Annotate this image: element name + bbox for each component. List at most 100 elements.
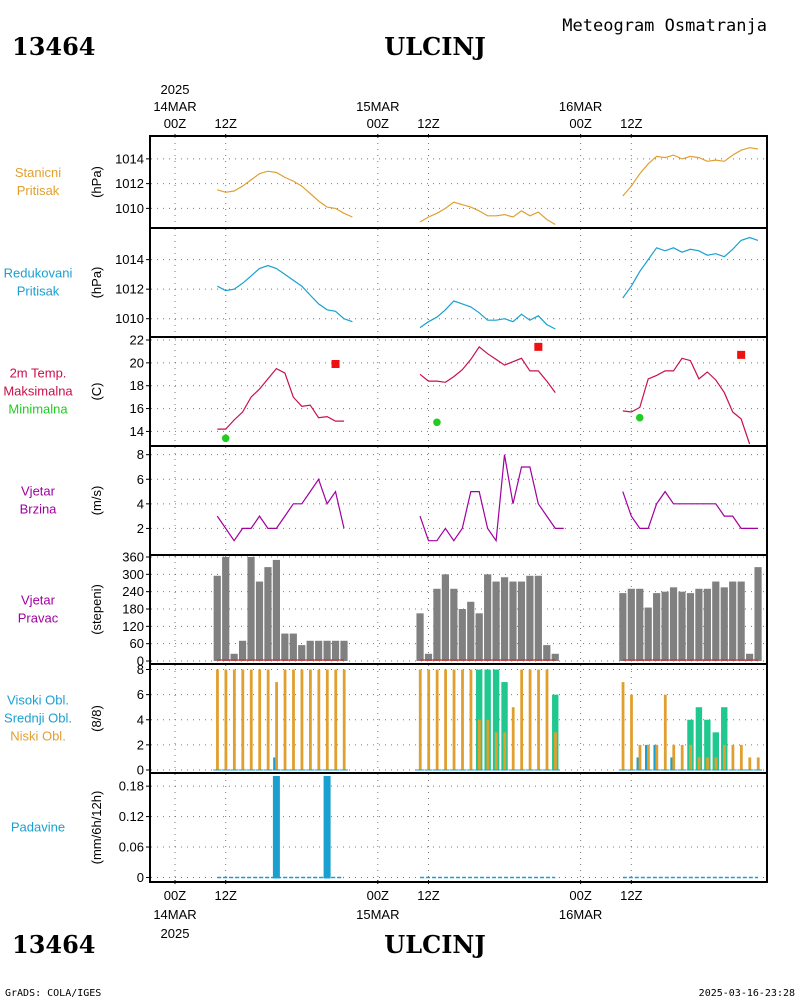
time-tick-bottom: 12Z [214,888,236,903]
cloud-low-bar [283,669,287,770]
cloud-low-bar [266,669,270,770]
y-tick-label: 2 [137,521,144,536]
cloud-low-bar [232,669,236,770]
day-label-top: 14MAR [153,99,196,114]
cloud-mid-bar [695,707,703,770]
panel-label: Srednji Obl. [4,711,72,726]
cloud-low-bar [697,757,701,770]
series-line [216,477,345,542]
series-line [419,346,556,393]
wind-direction-bar [669,587,678,661]
footer-credit: GrADS: COLA/IGES [5,988,101,999]
cloud-low-bar [511,707,515,770]
wind-direction-bar [433,588,441,661]
tmax-marker [737,350,746,359]
cloud-mid-bar [704,719,711,770]
cloud-low-bar [427,669,431,770]
time-tick-top: 00Z [164,116,186,131]
wind-direction-bar [315,640,323,661]
cloud-low-bar [309,669,312,770]
cloud-low-bar [663,694,667,770]
y-axis-unit: (8/8) [89,705,104,732]
day-label-bottom: 15MAR [356,907,399,922]
y-axis-unit: (stepeni) [89,584,104,635]
wind-direction-bar [475,613,483,661]
wind-direction-bar [695,588,703,661]
y-tick-label: 8 [137,447,144,462]
wind-direction-bar [636,588,644,661]
year-label-bottom: 2025 [161,926,190,941]
y-tick-label: 6 [137,472,144,487]
cloud-low-bar [756,757,760,770]
cloud-mid-bar [501,682,508,770]
cloud-low-bar [706,757,709,770]
tmin-marker [221,434,230,443]
cloud-low-bar [275,682,278,770]
wind-direction-bar [644,607,652,661]
y-axis-unit: (mm/6h/12h) [89,791,104,865]
wind-direction-bar [500,577,509,661]
y-tick-label: 0.06 [119,840,144,855]
time-tick-top: 12Z [417,116,439,131]
cloud-low-bar [503,732,507,770]
series-line [419,300,556,330]
y-tick-label: 120 [122,619,144,634]
series-line [622,147,759,197]
panel-label: Pritisak [17,284,60,299]
y-tick-label: 360 [122,550,144,565]
time-tick-bottom: 12Z [417,888,439,903]
series-line [419,454,564,543]
day-label-bottom: 16MAR [559,907,602,922]
panel-wind_direction: 0 60 120 180 240 300 360 (stepeni) Vjetar Pravac [18,550,767,669]
cloud-low-bar [317,669,321,770]
precip-bar [323,776,331,879]
cloud-low-bar [334,669,338,770]
tmax-marker [534,342,543,351]
y-tick-label: 0.12 [119,809,144,824]
cloud-low-bar [249,669,253,770]
y-tick-label: 1012 [115,176,144,191]
wind-direction-bar [627,588,635,661]
panel-label: Visoki Obl. [7,693,69,708]
panel-precipitation: 0 0.06 0.12 0.18 (mm/6h/12h) Padavine [11,772,767,885]
y-axis-unit: (hPa) [89,166,104,198]
y-tick-label: 1014 [115,151,144,166]
wind-direction-bar [213,575,221,661]
meteogram-subtitle: Meteogram Osmatranja [562,16,767,36]
panel-label: Niski Obl. [10,729,66,744]
y-tick-label: 20 [130,355,144,370]
wind-direction-bar [298,645,306,661]
wind-direction-bar [517,581,526,661]
cloud-low-bar [494,732,498,770]
time-tick-top: 00Z [367,116,389,131]
wind-direction-bar [551,653,559,661]
cloud-low-bar [528,669,532,770]
panel-label: Stanicni [15,165,61,180]
panel-label: Maksimalna [3,384,73,399]
y-tick-label: 8 [137,662,144,677]
tmax-marker [331,360,340,368]
cloud-low-bar [435,669,439,770]
cloud-low-bar [469,669,473,770]
cloud-low-bar [689,744,693,770]
cloud-low-bar [342,669,346,770]
station-id-top: 13464 [12,32,96,61]
cloud-low-bar [655,744,659,770]
y-tick-label: 18 [130,378,144,393]
panel-reduced_pressure: 1010 1012 1014 (hPa) Redukovani Pritisak [4,227,767,336]
wind-direction-bar [737,581,745,661]
day-label-top: 15MAR [356,99,399,114]
y-tick-label: 300 [122,567,144,582]
cloud-low-bar [461,669,464,770]
cloud-low-bar [478,719,481,770]
panel-wind_speed: 2 4 6 8 (m/s) Vjetar Brzina [20,445,767,554]
wind-direction-bar [686,593,695,661]
cloud-low-bar [325,669,329,770]
year-label-top: 2025 [161,82,190,97]
y-tick-label: 14 [130,424,144,439]
cloud-low-bar [739,744,743,770]
time-tick-top: 12Z [214,116,236,131]
cloud-low-bar [672,744,676,770]
wind-direction-bar [222,557,230,661]
y-tick-label: 1014 [115,252,144,267]
